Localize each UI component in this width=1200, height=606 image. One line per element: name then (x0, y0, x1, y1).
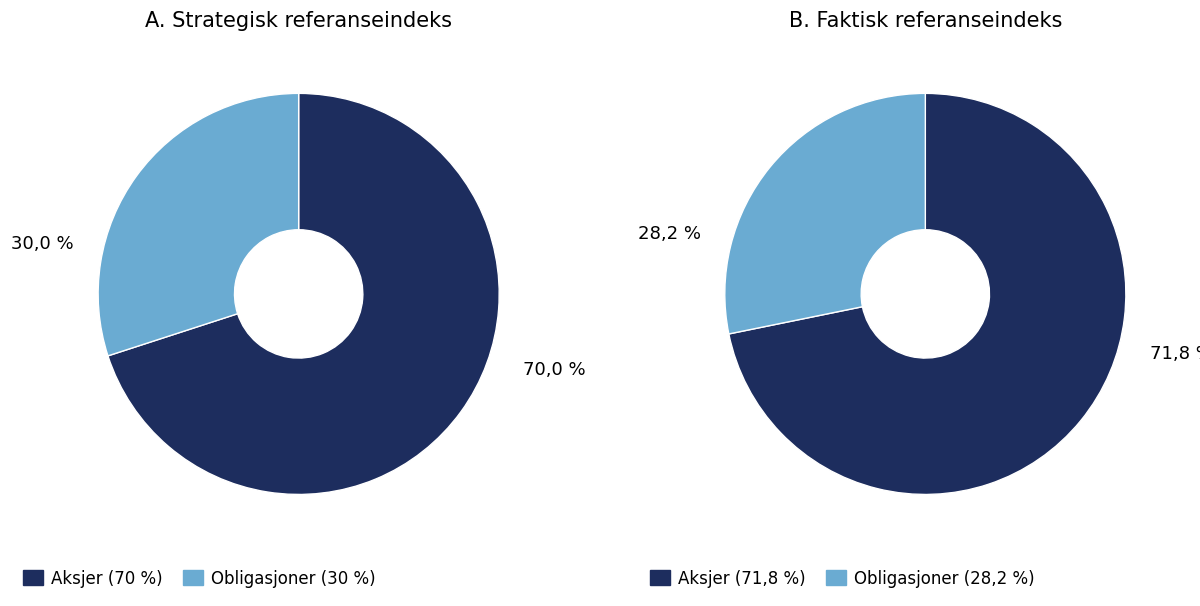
Legend: Aksjer (70 %), Obligasjoner (30 %): Aksjer (70 %), Obligasjoner (30 %) (17, 563, 383, 594)
Text: 28,2 %: 28,2 % (637, 225, 701, 243)
Text: 70,0 %: 70,0 % (523, 361, 586, 379)
Wedge shape (725, 93, 925, 334)
Wedge shape (108, 93, 499, 494)
Title: B. Faktisk referanseindeks: B. Faktisk referanseindeks (788, 10, 1062, 30)
Text: 30,0 %: 30,0 % (12, 235, 74, 253)
Title: A. Strategisk referanseindeks: A. Strategisk referanseindeks (145, 10, 452, 30)
Text: 71,8 %: 71,8 % (1150, 345, 1200, 363)
Wedge shape (728, 93, 1126, 494)
Wedge shape (98, 93, 299, 356)
Legend: Aksjer (71,8 %), Obligasjoner (28,2 %): Aksjer (71,8 %), Obligasjoner (28,2 %) (643, 563, 1042, 594)
